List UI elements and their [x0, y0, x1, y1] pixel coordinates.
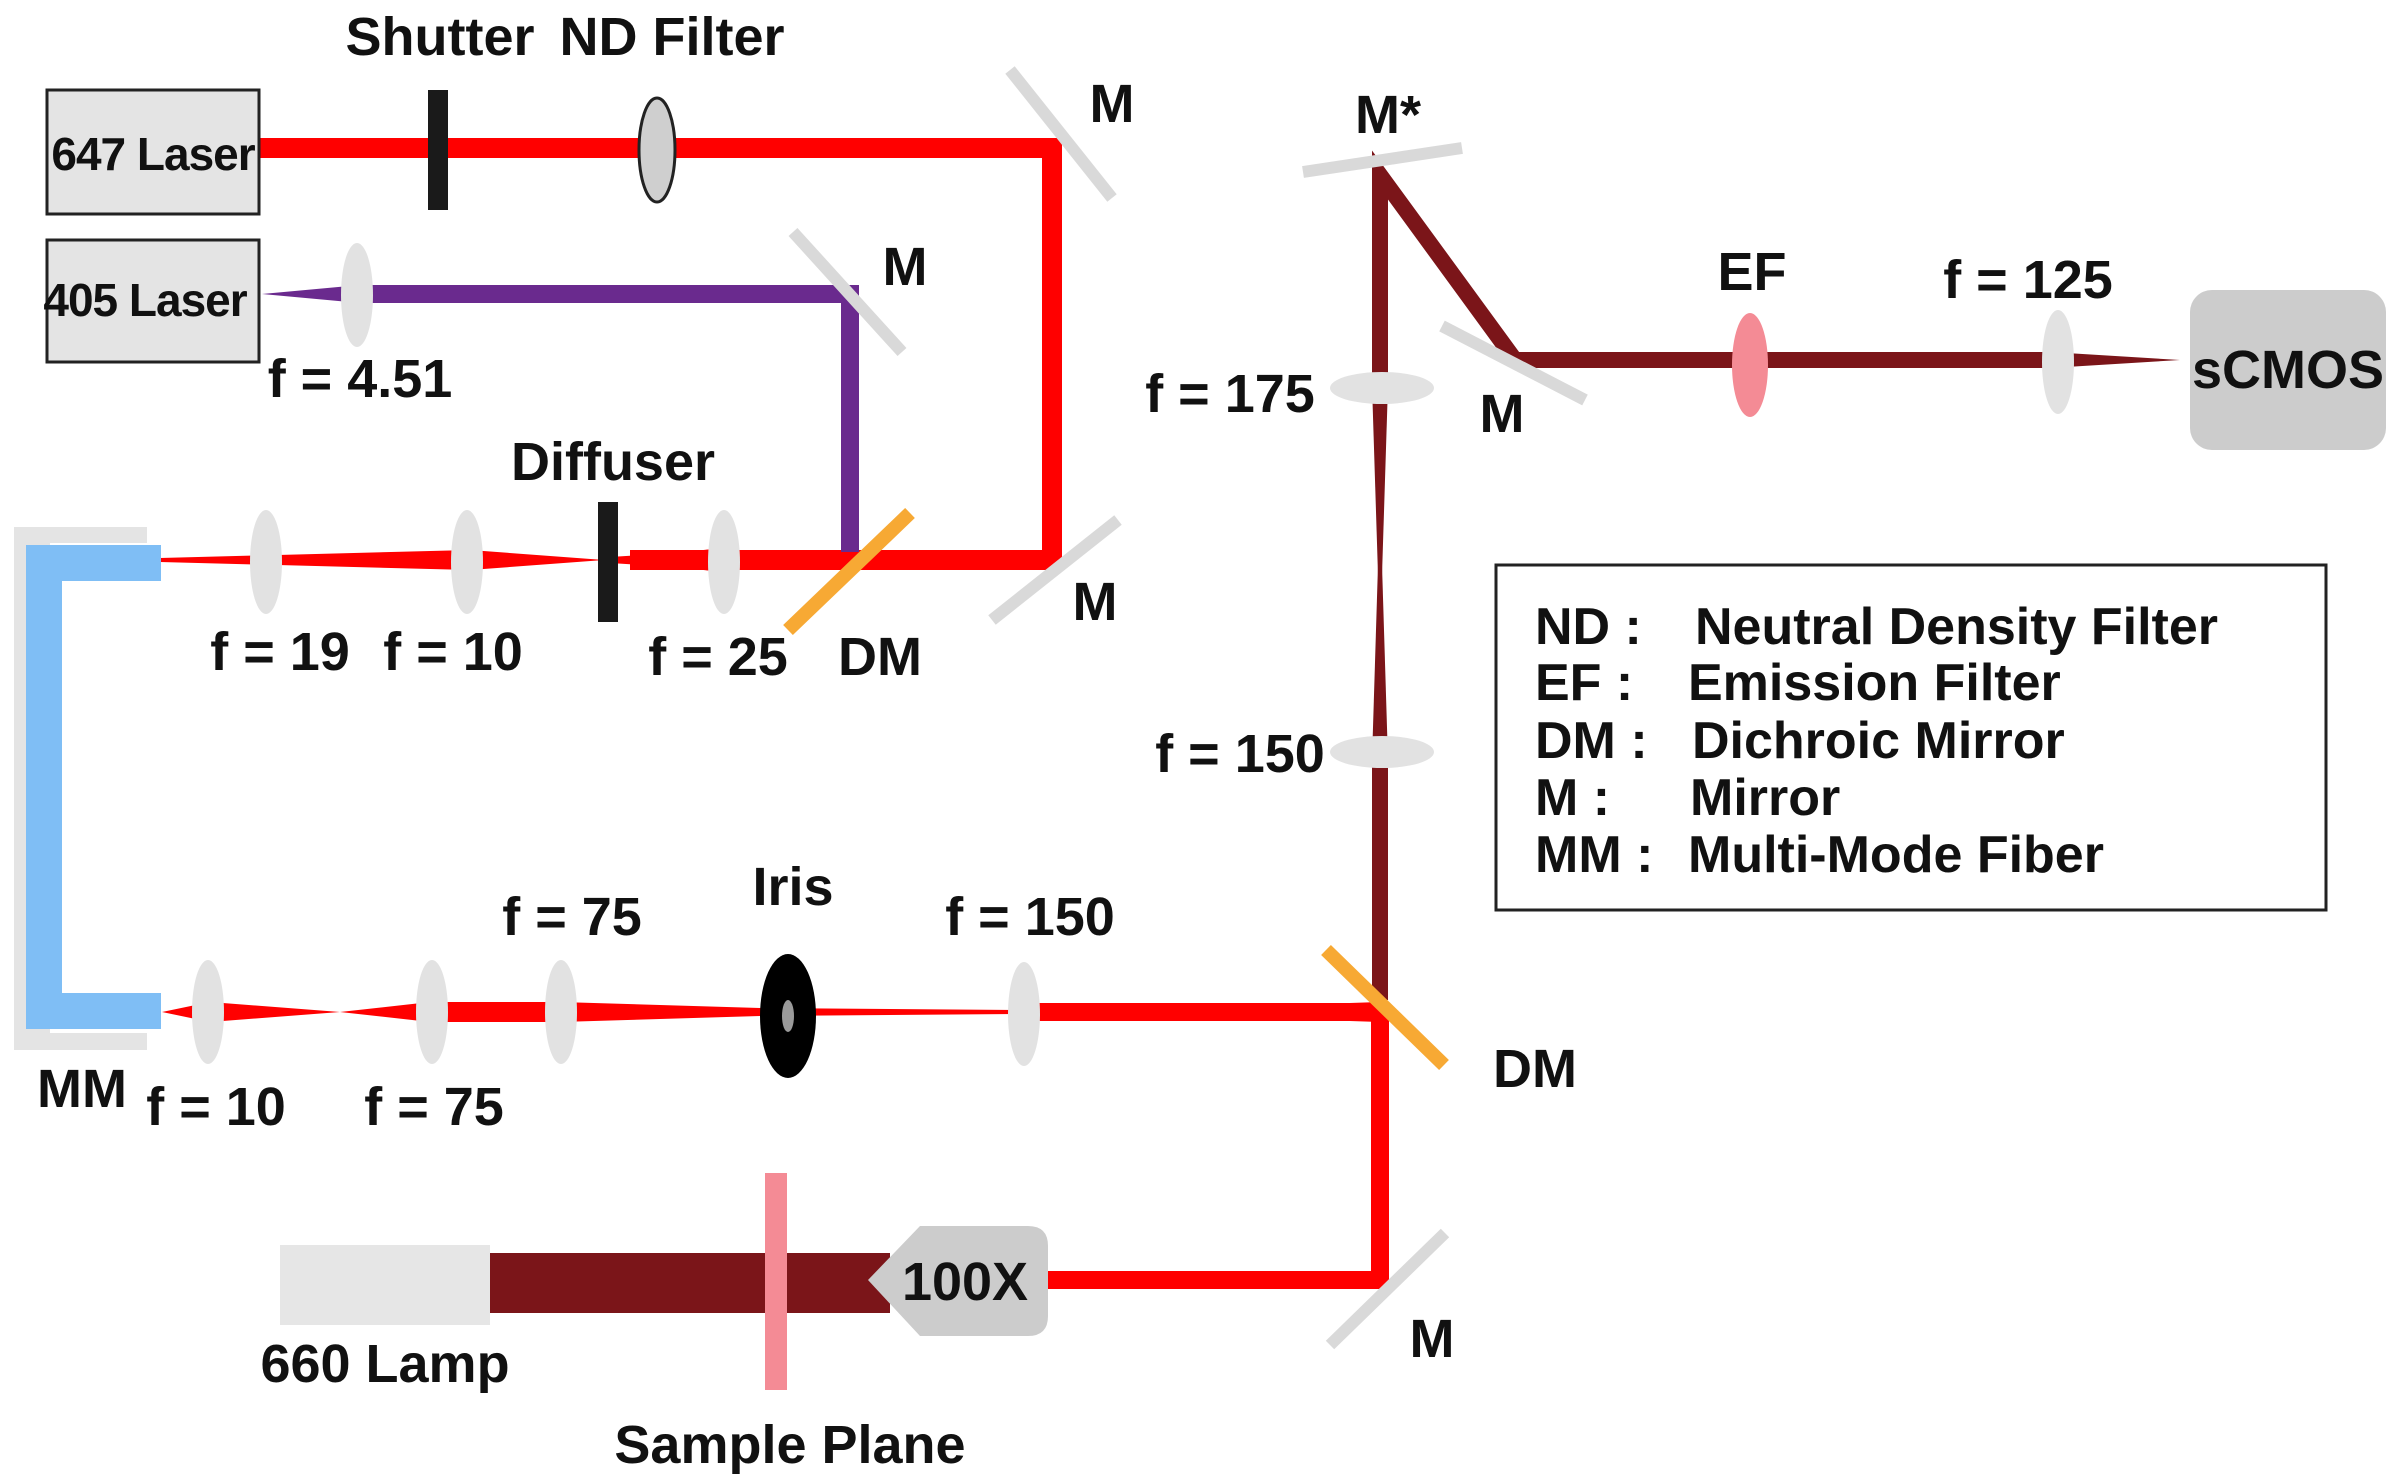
lens-f-25-label: f = 25: [648, 627, 788, 687]
lens-f-25: [708, 510, 740, 614]
legend-abbr-mm: MM :: [1535, 826, 1653, 884]
lens-f-75-first-label: f = 75: [364, 1077, 504, 1137]
dichroic-bottom-label: DM: [1493, 1039, 1577, 1099]
lens-f-75-first: [416, 960, 448, 1064]
lens-f-10-top-label: f = 10: [383, 622, 523, 682]
lens-f-175: [1330, 372, 1434, 404]
lens-f-75-second: [545, 960, 577, 1064]
lamp-beam: [490, 1253, 890, 1313]
fiber-label: MM: [37, 1059, 127, 1119]
laser-647-box: 647 Laser: [45, 88, 261, 216]
mirror-star-label: M*: [1355, 85, 1421, 145]
shutter: [428, 90, 448, 210]
lens-f-10-top: [451, 510, 483, 614]
objective-100x: [868, 1226, 1048, 1336]
mirror-4-label: M: [1480, 384, 1525, 444]
mirror-5: [1325, 1228, 1450, 1350]
mirror-4: [1439, 320, 1588, 406]
multi-mode-fiber: [14, 527, 161, 1050]
mirror-1: [1005, 66, 1117, 202]
lens-f-10-bottom: [192, 960, 224, 1064]
legend-abbr-ef: EF :: [1535, 654, 1633, 712]
laser-405-box: 405 Laser: [43, 238, 261, 364]
lens-f-75-second-label: f = 75: [502, 887, 642, 947]
legend-abbr-dm: DM :: [1535, 712, 1648, 770]
legend-desc-m: Mirror: [1690, 769, 1840, 827]
nd-filter-label: ND Filter: [559, 7, 784, 67]
mirror-3: [988, 515, 1122, 625]
diffuser-label: Diffuser: [511, 432, 715, 492]
legend-abbr-m: M :: [1535, 769, 1610, 827]
mirror-2: [788, 227, 907, 357]
legend-box: ND : Neutral Density Filter EF : Emissio…: [1494, 563, 2328, 912]
lens-f-19-label: f = 19: [210, 622, 350, 682]
mirror-1-label: M: [1090, 74, 1135, 134]
lens-f-150-right-label: f = 150: [1155, 724, 1325, 784]
lens-f-10-bottom-label: f = 10: [146, 1077, 286, 1137]
legend-desc-mm: Multi-Mode Fiber: [1688, 826, 2104, 884]
mirror-5-label: M: [1410, 1309, 1455, 1369]
lens-f-125: [2042, 310, 2074, 414]
shutter-label: Shutter: [346, 7, 535, 67]
dichroic-top-label: DM: [838, 627, 922, 687]
emission-filter: [1732, 313, 1768, 417]
legend-desc-ef: Emission Filter: [1688, 654, 2061, 712]
scmos-camera: [2190, 290, 2386, 450]
nd-filter: [637, 96, 677, 204]
mirror-star: [1302, 142, 1463, 178]
scmos-label: sCMOS: [2192, 340, 2384, 400]
lens-f-4-51-label: f = 4.51: [268, 349, 453, 409]
iris: [760, 954, 816, 1078]
lens-f-150-mid-label: f = 150: [945, 887, 1115, 947]
laser-405-label: 405 Laser: [43, 274, 247, 326]
legend-abbr-nd: ND :: [1535, 598, 1642, 656]
legend-desc-nd: Neutral Density Filter: [1695, 598, 2218, 656]
legend-desc-dm: Dichroic Mirror: [1692, 712, 2065, 770]
laser-647-label: 647 Laser: [51, 128, 255, 180]
emission-beam-path: [1372, 150, 2180, 1000]
lens-f-150-mid: [1008, 962, 1040, 1066]
lens-f-175-label: f = 175: [1145, 364, 1315, 424]
lamp-660: [280, 1245, 490, 1325]
lens-f-150-right: [1330, 736, 1434, 768]
dichroic-mirror-top: [783, 507, 915, 636]
sample-plane-label: Sample Plane: [614, 1415, 965, 1475]
diffuser: [598, 502, 618, 622]
mirror-3-label: M: [1073, 572, 1118, 632]
dichroic-mirror-bottom: [1321, 944, 1449, 1071]
objective-label: 100X: [902, 1252, 1028, 1312]
lens-f-125-label: f = 125: [1943, 250, 2113, 310]
lens-f-4-51: [341, 243, 373, 347]
sample-plane: [765, 1173, 787, 1390]
lamp-label: 660 Lamp: [260, 1334, 509, 1394]
mirror-2-label: M: [883, 237, 928, 297]
iris-label: Iris: [752, 857, 833, 917]
emission-filter-label: EF: [1717, 242, 1786, 302]
lens-f-19: [250, 510, 282, 614]
